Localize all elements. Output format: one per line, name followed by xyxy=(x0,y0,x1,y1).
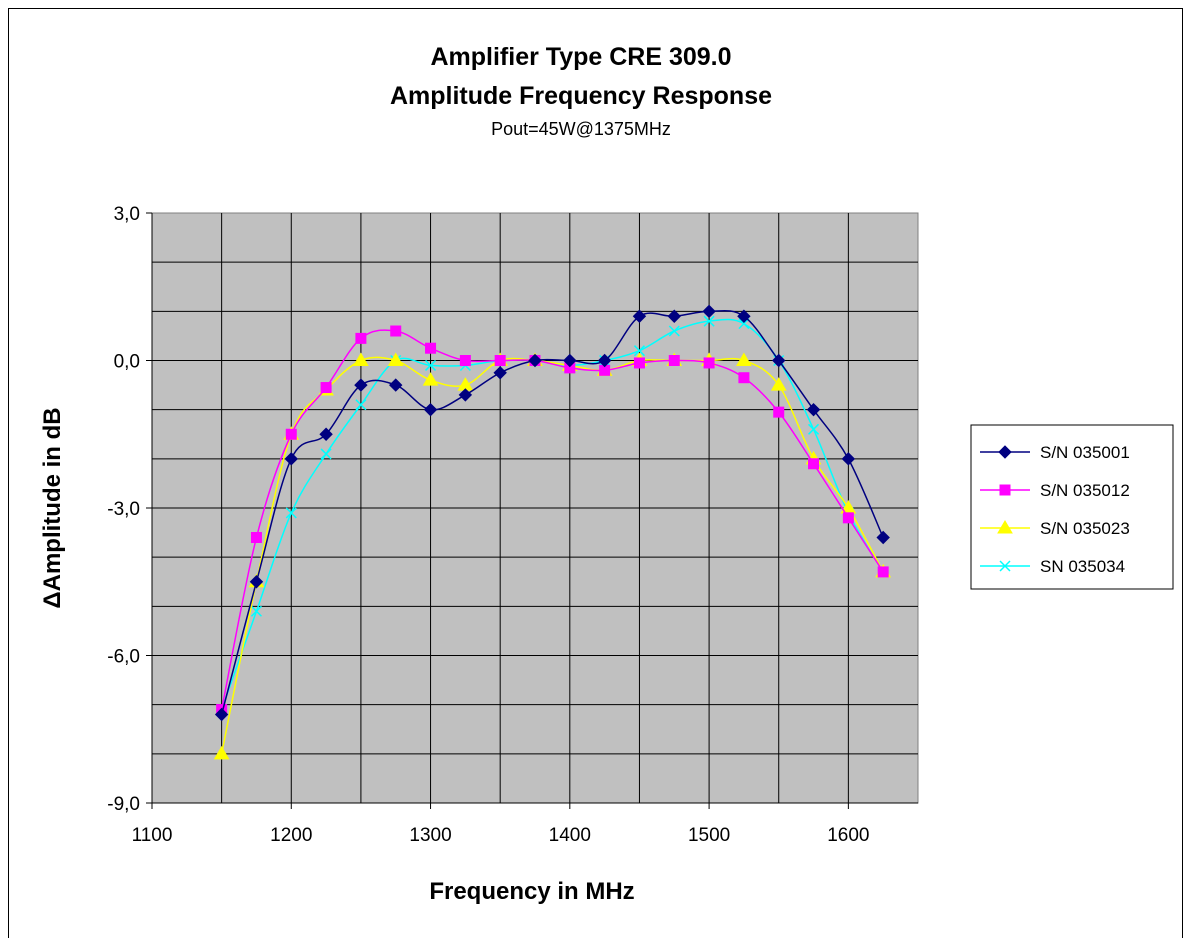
data-point xyxy=(249,575,264,589)
legend-marker xyxy=(998,445,1012,459)
data-point xyxy=(806,402,821,417)
data-point xyxy=(738,318,750,330)
y-tick-label: -6,0 xyxy=(107,647,140,668)
data-point xyxy=(667,309,681,323)
y-tick-labels: 3,0 0,0 -3,0 -6,0 -9,0 xyxy=(107,204,140,815)
legend-label: S/N 035001 xyxy=(1040,443,1130,462)
data-point xyxy=(668,325,680,337)
legend-marker xyxy=(999,484,1011,496)
data-point xyxy=(702,304,716,319)
series-1 xyxy=(214,304,890,722)
data-point xyxy=(632,309,647,323)
chart-title: Amplifier Type CRE 309.0 xyxy=(430,43,731,71)
data-point xyxy=(842,512,854,524)
legend-label: SN 035034 xyxy=(1040,557,1125,576)
data-point xyxy=(494,355,506,366)
data-point xyxy=(808,458,820,470)
data-point xyxy=(633,357,645,369)
data-point xyxy=(808,423,820,435)
x-tick-labels: 1100 1200 1300 1400 1500 1600 xyxy=(132,825,870,846)
data-point xyxy=(425,342,437,354)
data-point xyxy=(738,372,750,384)
chart-frame xyxy=(8,8,1183,938)
axes xyxy=(146,212,918,809)
legend-label: S/N 035012 xyxy=(1040,481,1130,500)
legend-marker xyxy=(997,520,1013,534)
x-tick-label: 1600 xyxy=(827,825,869,846)
x-tick-label: 1200 xyxy=(270,825,312,846)
legend-label: S/N 035023 xyxy=(1040,519,1130,538)
y-tick-label: 0,0 xyxy=(114,352,140,373)
data-point xyxy=(458,388,473,402)
data-point xyxy=(841,452,856,466)
data-point xyxy=(876,530,890,545)
data-point xyxy=(703,357,715,369)
chart-subtitle-power: Pout=45W@1375MHz xyxy=(491,119,671,139)
data-point xyxy=(633,345,645,357)
x-tick-label: 1300 xyxy=(409,825,451,846)
data-point xyxy=(250,605,262,617)
data-point xyxy=(214,707,229,722)
legend: S/N 035001 S/N 035012 S/N 035023 SN 035034 xyxy=(970,424,1174,590)
legend-item: S/N 035012 xyxy=(980,481,1130,500)
data-point xyxy=(770,377,787,391)
y-axis-label: ΔAmplitude in dB xyxy=(39,407,66,608)
data-point xyxy=(422,372,439,386)
chart-subtitle: Amplitude Frequency Response xyxy=(390,82,772,110)
data-point xyxy=(355,399,367,411)
data-point xyxy=(355,332,367,344)
data-point xyxy=(597,353,612,368)
data-point xyxy=(563,353,577,368)
data-point xyxy=(354,378,368,392)
data-point xyxy=(736,352,752,366)
y-tick-label: 3,0 xyxy=(114,204,140,225)
data-point xyxy=(213,745,230,760)
data-point xyxy=(389,378,403,392)
data-point xyxy=(737,309,751,323)
data-point xyxy=(423,402,438,417)
data-point xyxy=(320,448,332,460)
legend-item: S/N 035023 xyxy=(980,519,1130,538)
x-tick-label: 1100 xyxy=(132,825,173,846)
data-point xyxy=(772,353,786,368)
data-point xyxy=(390,325,402,337)
data-point xyxy=(320,382,332,394)
y-tick-label: -9,0 xyxy=(107,794,140,815)
data-point xyxy=(703,315,715,327)
legend-marker xyxy=(999,560,1011,572)
data-point xyxy=(387,352,404,366)
legend-item: S/N 035001 xyxy=(980,443,1130,462)
y-tick-label: -3,0 xyxy=(107,499,140,520)
data-point xyxy=(459,355,471,366)
series-layer xyxy=(213,304,892,760)
data-point xyxy=(285,507,297,519)
data-point xyxy=(284,452,298,466)
data-point xyxy=(285,428,297,440)
x-tick-label: 1400 xyxy=(549,825,591,846)
data-point xyxy=(353,352,369,366)
legend-item: SN 035034 xyxy=(980,557,1125,576)
data-point xyxy=(250,532,262,543)
x-axis-label: Frequency in MHz xyxy=(429,878,634,905)
x-tick-label: 1500 xyxy=(688,825,730,846)
data-point xyxy=(319,427,333,441)
data-point xyxy=(773,406,785,418)
data-point xyxy=(528,353,542,368)
data-point xyxy=(668,355,680,366)
data-point xyxy=(493,366,507,380)
data-point xyxy=(877,566,889,578)
data-point xyxy=(425,359,437,371)
